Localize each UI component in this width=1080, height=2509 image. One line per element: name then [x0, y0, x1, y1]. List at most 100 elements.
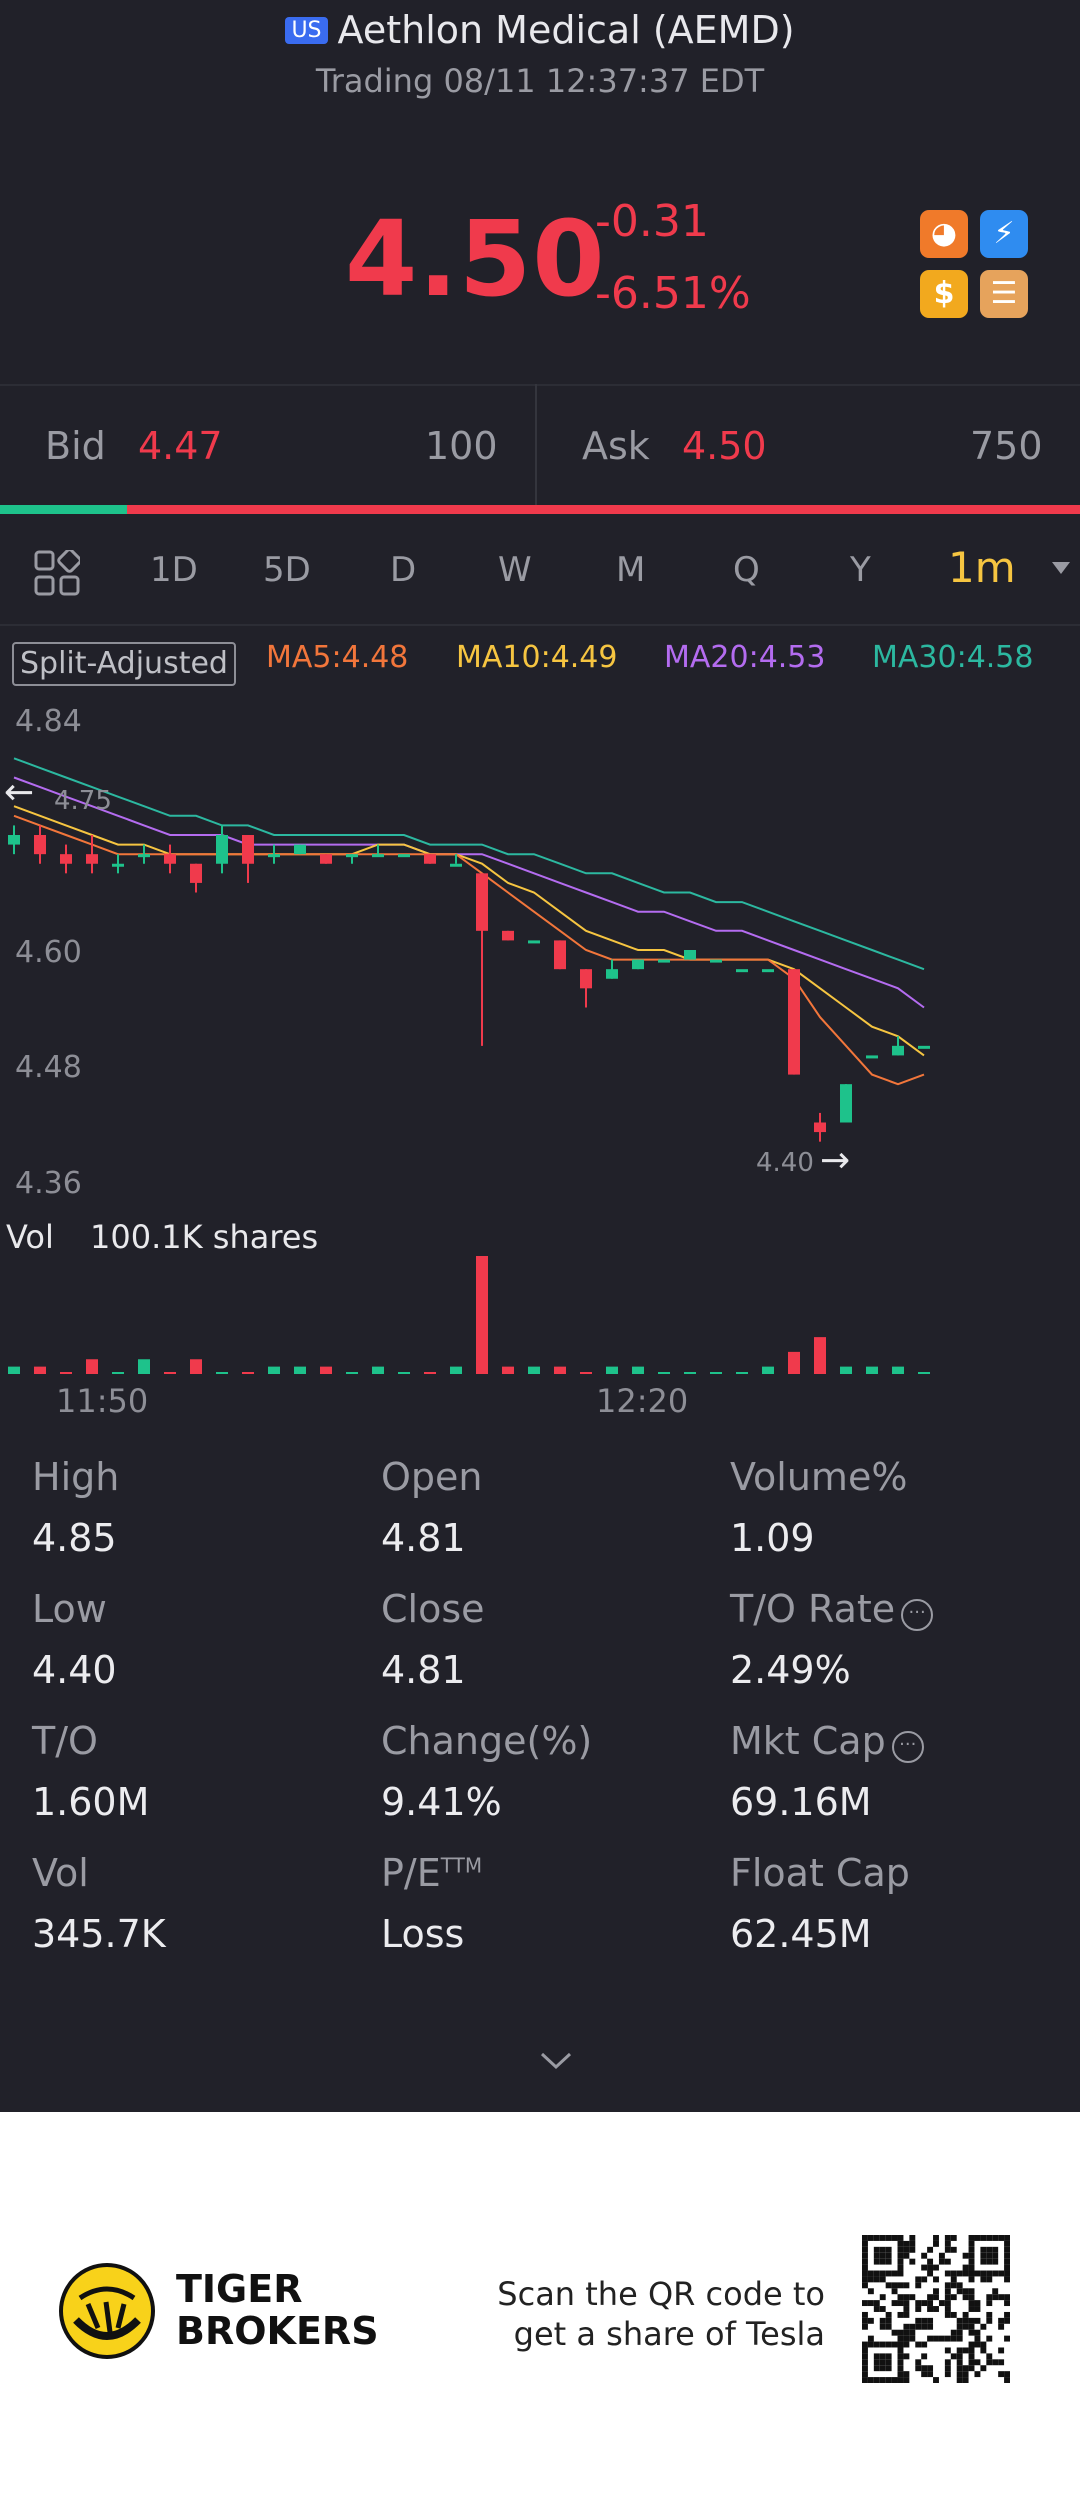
qr-module [903, 2377, 910, 2383]
qr-module [944, 2365, 951, 2372]
volume-label: Vol [6, 1218, 54, 1256]
y-tick-label: 4.36 [15, 1166, 82, 1201]
qr-module [903, 2371, 910, 2378]
tab-w[interactable]: W [498, 550, 532, 590]
qr-module [862, 2240, 868, 2247]
qr-module [903, 2300, 910, 2307]
qr-module [879, 2317, 886, 2324]
qr-module [992, 2270, 999, 2277]
qr-module [1004, 2317, 1010, 2324]
qr-module [956, 2365, 963, 2372]
qr-module [962, 2252, 969, 2259]
dollar-icon[interactable]: $ [920, 270, 968, 318]
volume-bar [918, 1372, 930, 1374]
candle-body [164, 854, 176, 864]
qr-module [862, 2258, 868, 2265]
grid-menu-icon[interactable] [34, 550, 80, 596]
qr-module [897, 2335, 904, 2342]
volume-bar [424, 1372, 436, 1374]
stat-value-to-rate: 2.49% [730, 1648, 851, 1692]
stat-label-to-rate: T/O Rate ··· [730, 1587, 934, 1631]
qr-module [968, 2300, 975, 2307]
stat-label-high: High [32, 1455, 120, 1499]
volume-bar [840, 1366, 852, 1374]
candle-body [112, 863, 124, 867]
tab-d[interactable]: D [390, 550, 417, 590]
qr-module [873, 2377, 880, 2383]
qr-module [962, 2288, 969, 2295]
candle-body [450, 863, 462, 867]
qr-module [956, 2359, 963, 2366]
candle-body [86, 854, 98, 864]
volume-bar [554, 1366, 566, 1374]
candle-body [632, 959, 644, 970]
qr-module [915, 2282, 922, 2289]
qr-module [998, 2235, 1005, 2241]
x-tick-label: 12:20 [596, 1382, 689, 1420]
qr-module [862, 2276, 868, 2283]
chevron-down-icon[interactable] [1052, 562, 1070, 574]
expand-chevron-icon[interactable] [538, 2050, 574, 2072]
qr-module [1004, 2276, 1010, 2283]
tab-1d[interactable]: 1D [150, 550, 198, 590]
qr-module [956, 2371, 963, 2378]
tab-y[interactable]: Y [850, 550, 871, 590]
tab-q[interactable]: Q [733, 550, 760, 590]
tab-m[interactable]: M [616, 550, 646, 590]
qr-module [921, 2252, 928, 2259]
qr-module [968, 2258, 975, 2265]
qr-module [944, 2258, 951, 2265]
flash-icon[interactable]: ⚡ [980, 210, 1028, 258]
qr-module [1004, 2270, 1010, 2277]
qr-module [956, 2270, 963, 2277]
price-chart[interactable] [0, 700, 1000, 1200]
qr-module [873, 2306, 880, 2312]
qr-module [944, 2335, 951, 2342]
candle-body [294, 844, 306, 855]
qr-module [862, 2323, 868, 2330]
qr-module [897, 2282, 904, 2289]
tab-5d[interactable]: 5D [263, 550, 311, 590]
qr-module [974, 2270, 981, 2277]
stat-label-pe: P/ETTM [381, 1851, 482, 1895]
qr-module [986, 2317, 993, 2324]
qr-module [867, 2317, 874, 2324]
volume-bar [112, 1372, 124, 1374]
qr-module [938, 2300, 945, 2307]
qr-module [909, 2329, 916, 2336]
qr-module [903, 2306, 910, 2312]
tab-1m-active[interactable]: 1m [948, 543, 1016, 592]
more-info-icon[interactable]: ··· [901, 1599, 934, 1631]
candle-body [684, 950, 696, 960]
layers-icon[interactable]: ☰ [980, 270, 1028, 318]
ma10-line [13, 805, 925, 1057]
qr-module [968, 2252, 975, 2259]
volume-bar [788, 1351, 800, 1374]
qr-module [897, 2246, 904, 2253]
volume-bar [34, 1366, 46, 1374]
price-change-percent: -6.51% [595, 268, 751, 319]
split-adjusted-toggle[interactable]: Split-Adjusted [12, 642, 236, 686]
qr-module [986, 2270, 993, 2277]
qr-module [927, 2270, 934, 2277]
volume-bar [580, 1372, 592, 1374]
qr-module [956, 2353, 963, 2360]
volume-bar [450, 1366, 462, 1374]
qr-module [927, 2258, 934, 2265]
qr-module [879, 2246, 886, 2253]
qr-module [862, 2365, 868, 2372]
ma20-value: MA20:4.53 [664, 640, 826, 675]
qr-module [897, 2270, 904, 2277]
qr-module [927, 2365, 934, 2372]
y-tick-label: 4.84 [15, 704, 82, 739]
more-info-icon[interactable]: ··· [891, 1731, 924, 1763]
scan-text: Scan the QR code to get a share of Tesla [460, 2274, 825, 2354]
qr-module [927, 2323, 934, 2330]
qr-module [986, 2311, 993, 2318]
qr-code[interactable] [862, 2235, 1010, 2383]
volume-bar [164, 1372, 176, 1374]
qr-module [933, 2294, 939, 2301]
volume-bar [216, 1372, 228, 1374]
qr-module [897, 2329, 904, 2336]
chart-analysis-icon[interactable]: ◕ [920, 210, 968, 258]
